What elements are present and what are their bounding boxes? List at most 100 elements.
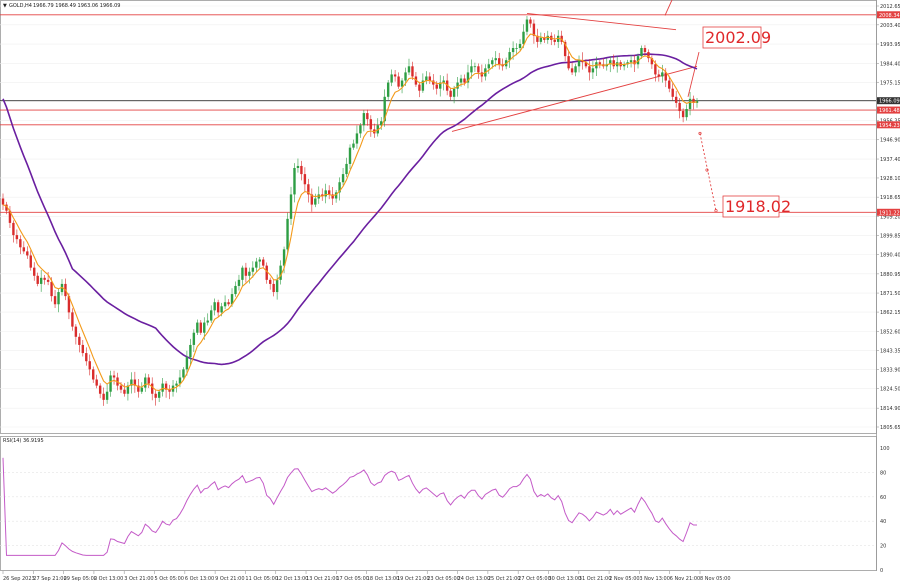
candle-body: [439, 82, 442, 89]
candle-body: [668, 80, 671, 89]
candle-body: [491, 60, 494, 65]
candle-body: [74, 326, 78, 337]
candle-body: [164, 383, 168, 390]
candle-body: [449, 90, 452, 97]
candle-body: [584, 62, 588, 67]
candle-body: [53, 296, 57, 305]
candle-body: [1, 198, 5, 205]
candle-body: [5, 204, 8, 211]
candle-body: [456, 82, 459, 89]
candle-body: [511, 47, 515, 53]
candle-body: [348, 147, 352, 164]
time-tick-label: 2 Nov 05:00: [609, 576, 640, 582]
time-tick-label: 29 Sep 05:00: [64, 576, 97, 582]
candle-body: [647, 52, 650, 59]
candle-body: [182, 369, 185, 378]
rsi-grid: 100 80 60 40 20 0: [0, 446, 890, 574]
candle-body: [248, 271, 251, 276]
candle-body: [432, 80, 435, 85]
price-tick-label: 1984.40: [880, 61, 900, 67]
candle-body: [425, 76, 428, 81]
level-tag: 1954.23: [879, 123, 900, 129]
candle-body: [147, 377, 150, 384]
price-tick-label: 1899.85: [880, 233, 900, 239]
price-tick-label: 1824.50: [880, 387, 900, 393]
time-tick-label: 6 Oct 13:00: [185, 576, 214, 582]
downside-projection-line: [699, 133, 717, 211]
candle-body: [324, 190, 327, 197]
candle-body: [293, 167, 296, 195]
candle-body: [216, 302, 220, 313]
price-tick-label: 1937.40: [880, 157, 900, 163]
candle-body: [88, 361, 91, 370]
candle-body: [192, 332, 196, 345]
candle-body: [144, 377, 147, 388]
candle-body: [390, 74, 393, 83]
candle-body: [220, 306, 223, 313]
candle-body: [563, 41, 567, 57]
price-tick-label: 1946.90: [880, 138, 900, 144]
price-axis: 2012.652003.401993.951984.401975.151965.…: [876, 4, 900, 431]
level-tag: 1911.22: [879, 210, 900, 216]
time-tick-label: 5 Oct 05:00: [155, 576, 184, 582]
time-tick-label: 23 Oct 05:00: [427, 576, 460, 582]
candle-body: [546, 35, 549, 40]
candle-body: [494, 58, 497, 61]
candle-body: [22, 247, 26, 252]
candle-body: [175, 383, 178, 386]
level-tag: 1961.48: [879, 108, 900, 114]
candle-body: [203, 322, 206, 333]
candle-body: [570, 68, 574, 73]
candle-body: [695, 100, 699, 103]
candle-body: [272, 283, 275, 293]
candle-body: [251, 267, 255, 272]
level-price-tags: 2008.34 1966.09 1961.48 1954.23 1911.22: [877, 11, 900, 216]
candle-body: [189, 344, 192, 358]
candle-body: [459, 78, 463, 83]
candle-body: [508, 52, 511, 61]
candle-body: [640, 47, 643, 57]
candles: [1, 15, 699, 406]
candle-body: [321, 194, 324, 197]
candle-body: [289, 194, 293, 219]
candle-body: [609, 60, 612, 65]
candle-body: [404, 72, 407, 81]
candle-body: [418, 84, 421, 91]
candle-body: [241, 267, 244, 280]
candle-body: [105, 391, 109, 400]
price-tick-label: 1805.65: [880, 425, 900, 431]
candle-body: [421, 80, 425, 91]
price-tick-label: 1833.90: [880, 368, 900, 374]
time-tick-label: 3 Nov 13:00: [639, 576, 670, 582]
candle-body: [255, 261, 258, 268]
breakout-projection-line: [664, 0, 673, 16]
candle-body: [12, 222, 15, 236]
candle-body: [334, 192, 338, 199]
candle-body: [112, 375, 116, 378]
candle-body: [466, 72, 470, 83]
candle-body: [498, 58, 501, 65]
rsi-tick-label: 40: [880, 519, 886, 525]
time-tick-label: 12 Oct 13:00: [276, 576, 309, 582]
candle-body: [230, 294, 234, 305]
candle-body: [210, 310, 213, 321]
candle-body: [581, 60, 584, 63]
candle-body: [400, 80, 404, 87]
candle-body: [366, 113, 369, 120]
candle-body: [661, 72, 664, 77]
fast-moving-average: [2, 33, 698, 392]
candle-body: [612, 60, 615, 67]
candle-body: [130, 379, 133, 386]
time-tick-label: 6 Nov 21:00: [670, 576, 701, 582]
candle-body: [452, 88, 456, 97]
candle-body: [133, 379, 137, 386]
price-tick-label: 1843.35: [880, 348, 900, 354]
candle-body: [307, 184, 310, 195]
candle-body: [643, 47, 647, 53]
candle-body: [310, 194, 314, 205]
triangle-pattern: [451, 0, 718, 213]
candle-body: [386, 82, 390, 97]
candle-body: [265, 265, 268, 280]
time-tick-label: 30 Oct 13:00: [548, 576, 581, 582]
